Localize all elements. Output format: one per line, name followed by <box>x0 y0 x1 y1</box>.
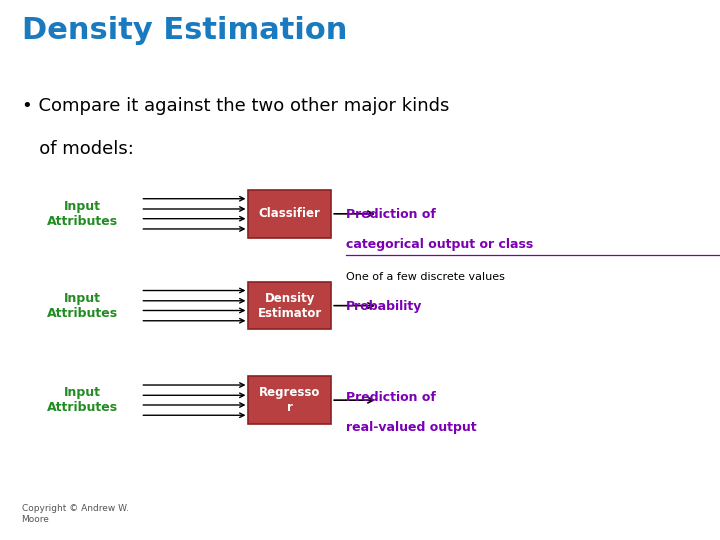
Text: Prediction of: Prediction of <box>346 208 436 221</box>
Text: Classifier: Classifier <box>259 207 320 220</box>
Text: Input
Attributes: Input Attributes <box>48 200 118 228</box>
Text: Density Estimation: Density Estimation <box>22 16 347 45</box>
Bar <box>248 282 331 329</box>
Text: Probability: Probability <box>346 300 422 313</box>
Text: Copyright © Andrew W.
Moore: Copyright © Andrew W. Moore <box>22 504 128 524</box>
Text: Input
Attributes: Input Attributes <box>48 386 118 414</box>
Bar <box>248 190 331 238</box>
Text: Input
Attributes: Input Attributes <box>48 292 118 320</box>
Text: One of a few discrete values: One of a few discrete values <box>346 272 505 282</box>
Text: Regresso
r: Regresso r <box>259 386 320 414</box>
Text: Prediction of: Prediction of <box>346 391 436 404</box>
Text: categorical output or class: categorical output or class <box>346 238 533 251</box>
Text: Density
Estimator: Density Estimator <box>258 292 322 320</box>
Text: real-valued output: real-valued output <box>346 421 476 434</box>
Text: • Compare it against the two other major kinds: • Compare it against the two other major… <box>22 97 449 115</box>
Bar <box>248 376 331 424</box>
Text: of models:: of models: <box>22 140 133 158</box>
